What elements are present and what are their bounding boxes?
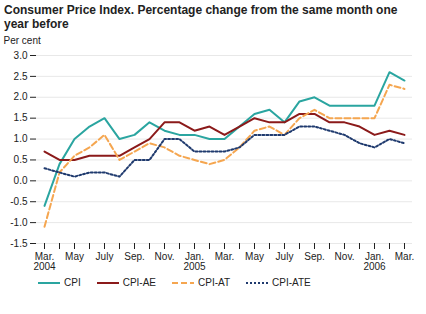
svg-text:Sep.: Sep. [304,251,325,262]
svg-text:Nov.: Nov. [155,251,175,262]
html-text:Consumer Price Index. Percenta: Consumer Price Index. Percentage change … [4,3,398,31]
svg-text:1.0: 1.0 [14,133,28,144]
svg-text:May: May [245,251,264,262]
html-text:CPI: CPI [64,277,81,288]
html-text:CPI-AT: CPI-AT [198,277,231,288]
svg-text:Mar.2004: Mar.2004 [33,251,56,272]
svg-text:Per cent: Per cent [4,35,41,46]
svg-text:Mar.: Mar. [215,251,234,262]
svg-text:-1.0: -1.0 [10,217,28,228]
html-text:CPI-AE: CPI-AE [122,277,156,288]
svg-text:Sep.: Sep. [124,251,145,262]
svg-text:Jan.2005: Jan.2005 [183,251,206,272]
svg-text:Mar.: Mar. [395,251,414,262]
svg-text:July: July [276,251,294,262]
svg-text:2.5: 2.5 [14,71,28,82]
html-text:CPI-ATE: CPI-ATE [272,277,311,288]
svg-text:1.5: 1.5 [14,112,28,123]
svg-text:3.0: 3.0 [14,50,28,61]
svg-text:-0.5: -0.5 [10,196,28,207]
svg-text:Nov.: Nov. [335,251,355,262]
svg-text:Jan.2006: Jan.2006 [363,251,386,272]
svg-text:0.0: 0.0 [14,175,28,186]
svg-text:-1.5: -1.5 [10,238,28,249]
svg-text:July: July [96,251,114,262]
svg-text:May: May [65,251,84,262]
svg-text:2.0: 2.0 [14,91,28,102]
svg-text:0.5: 0.5 [14,154,28,165]
